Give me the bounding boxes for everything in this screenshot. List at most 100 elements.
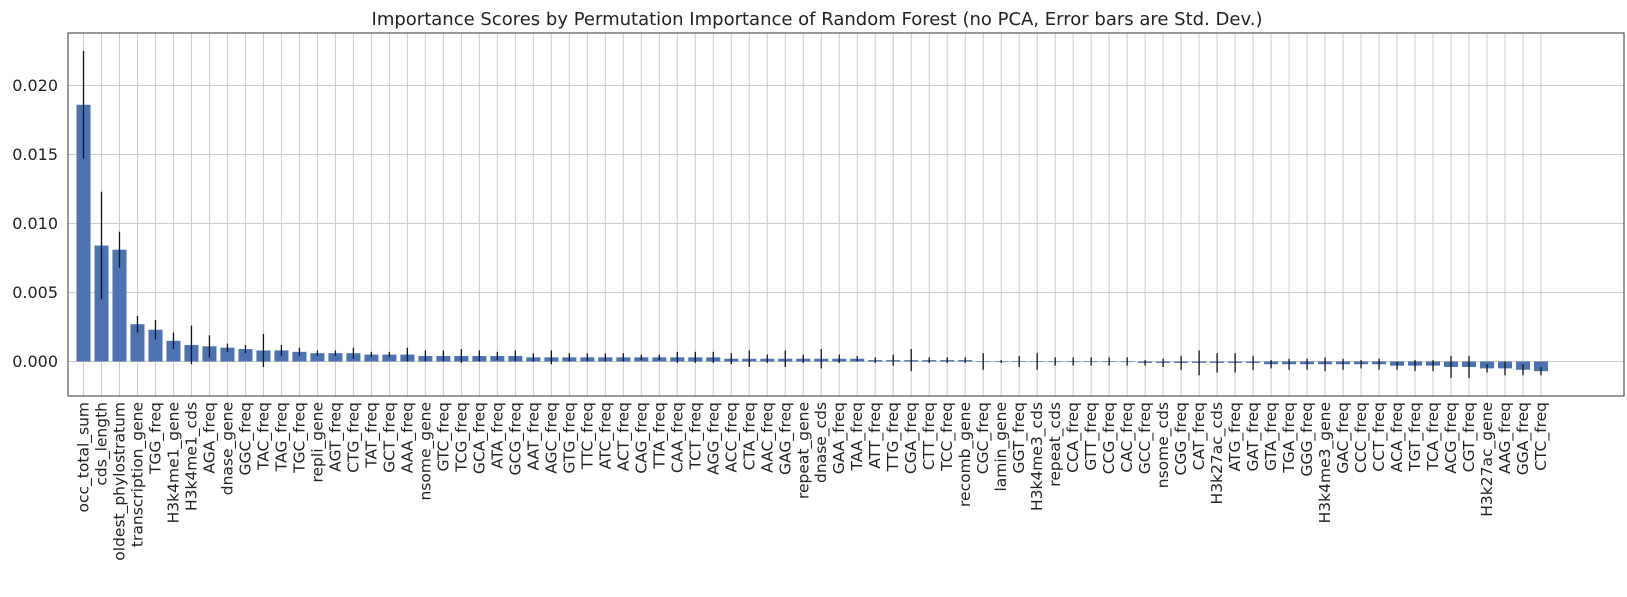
x-tick-label: GGC_freq bbox=[236, 402, 255, 475]
x-tick-label: TGG_freq bbox=[146, 402, 165, 475]
x-tick-label: TTC_freq bbox=[578, 402, 597, 470]
x-tick-label: occ_total_sum bbox=[75, 402, 94, 512]
x-tick-label: TGT_freq bbox=[1406, 402, 1425, 472]
x-tick-label: AGC_freq bbox=[542, 402, 561, 474]
bar-GCT_freq bbox=[382, 354, 397, 362]
x-tick-label: TAG_freq bbox=[272, 402, 291, 472]
x-tick-label: CTG_freq bbox=[344, 402, 363, 473]
x-tick-label: AAT_freq bbox=[524, 402, 543, 471]
bar-transcription_gene bbox=[130, 324, 145, 362]
x-tick-label: ATA_freq bbox=[488, 402, 507, 469]
y-tick-label: 0.005 bbox=[12, 283, 58, 302]
x-tick-label: ATT_freq bbox=[866, 402, 885, 469]
x-tick-label: TTG_freq bbox=[884, 402, 903, 472]
x-tick-label: CGA_freq bbox=[902, 402, 921, 474]
x-tick-label: CGC_freq bbox=[974, 402, 993, 474]
x-tick-label: ATG_freq bbox=[1226, 402, 1245, 472]
x-tick-label: CCA_freq bbox=[1064, 402, 1083, 473]
x-tick-label: CCG_freq bbox=[1100, 402, 1119, 474]
x-tick-label: lamin_gene bbox=[992, 402, 1011, 492]
x-tick-label: oldest_phylostratum bbox=[110, 402, 129, 561]
x-tick-label: nsome_cds bbox=[1154, 402, 1173, 488]
x-tick-label: CAG_freq bbox=[632, 402, 651, 474]
x-tick-label: repeat_cds bbox=[1046, 402, 1065, 487]
bar-dnase_gene bbox=[220, 347, 235, 362]
x-tick-label: CAC_freq bbox=[1118, 402, 1137, 473]
x-tick-label: ACC_freq bbox=[722, 402, 741, 473]
x-tick-label: GAT_freq bbox=[1244, 402, 1263, 472]
x-tick-label: AGT_freq bbox=[326, 402, 345, 472]
x-tick-label: H3k4me3_cds bbox=[1028, 402, 1047, 511]
y-axis-ticks: 0.000 0.005 0.010 0.015 0.020 bbox=[12, 76, 58, 371]
x-tick-label: GCT_freq bbox=[380, 402, 399, 473]
x-tick-label: GTC_freq bbox=[434, 402, 453, 471]
x-tick-label: CGT_freq bbox=[1460, 402, 1479, 472]
x-tick-label: CGG_freq bbox=[1172, 402, 1191, 475]
x-tick-label: AGA_freq bbox=[200, 402, 219, 474]
x-tick-label: CCC_freq bbox=[1352, 402, 1371, 473]
x-tick-label: AGG_freq bbox=[704, 402, 723, 475]
x-tick-label: GCC_freq bbox=[1136, 402, 1155, 474]
x-tick-label: GTA_freq bbox=[1262, 402, 1281, 471]
x-tick-label: AAC_freq bbox=[758, 402, 777, 473]
x-tick-label: dnase_cds bbox=[812, 402, 831, 483]
x-tick-label: GTT_freq bbox=[1082, 402, 1101, 471]
x-tick-label: TGA_freq bbox=[1280, 402, 1299, 474]
bar-GGC_freq bbox=[238, 349, 253, 362]
x-tick-label: dnase_gene bbox=[218, 402, 237, 495]
x-tick-label: TAC_freq bbox=[254, 402, 273, 471]
bar-cds_length bbox=[94, 245, 109, 362]
x-tick-label: H3k4me1_gene bbox=[164, 402, 183, 523]
x-tick-label: repeat_gene bbox=[794, 402, 813, 499]
x-tick-label: repli_gene bbox=[308, 402, 327, 483]
bar-occ_total_sum bbox=[76, 104, 91, 362]
x-tick-label: H3k27ac_cds bbox=[1208, 402, 1227, 504]
x-tick-label: CTC_freq bbox=[1532, 402, 1551, 471]
x-tick-label: CTT_freq bbox=[920, 402, 939, 470]
x-tick-label: GAC_freq bbox=[1334, 402, 1353, 474]
bar-TAT_freq bbox=[364, 354, 379, 362]
x-tick-label: CTA_freq bbox=[740, 402, 759, 470]
x-tick-label: ATC_freq bbox=[596, 402, 615, 469]
x-tick-label: H3k4me1_cds bbox=[182, 402, 201, 511]
x-tick-label: GGT_freq bbox=[1010, 402, 1029, 474]
x-tick-label: AAG_freq bbox=[1496, 402, 1515, 474]
error-bar-layer bbox=[82, 50, 1542, 379]
y-tick-label: 0.000 bbox=[12, 352, 58, 371]
bar-H3k4me1_gene bbox=[166, 340, 181, 362]
x-tick-label: GGA_freq bbox=[1514, 402, 1533, 475]
x-tick-label: TCC_freq bbox=[938, 402, 957, 472]
bar-layer bbox=[76, 104, 1549, 372]
x-tick-label: TCT_freq bbox=[686, 402, 705, 470]
x-tick-label: cds_length bbox=[92, 402, 111, 486]
x-tick-label: AAA_freq bbox=[398, 402, 417, 473]
x-axis-ticks: occ_total_sum cds_length oldest_phylostrat… bbox=[75, 402, 1552, 561]
y-tick-label: 0.010 bbox=[12, 214, 58, 233]
bar-TGG_freq bbox=[148, 329, 163, 362]
y-tick-label: 0.015 bbox=[12, 145, 58, 164]
y-tick-label: 0.020 bbox=[12, 76, 58, 95]
bar-AGT_freq bbox=[328, 353, 343, 362]
x-tick-label: recomb_gene bbox=[956, 402, 975, 507]
x-tick-label: H3k4me3_gene bbox=[1316, 402, 1335, 523]
x-tick-label: ACA_freq bbox=[1388, 402, 1407, 472]
x-tick-label: GAA_freq bbox=[830, 402, 849, 474]
x-tick-label: GTG_freq bbox=[560, 402, 579, 474]
x-tick-label: TCG_freq bbox=[452, 402, 471, 473]
chart-title: Importance Scores by Permutation Importa… bbox=[372, 9, 1263, 30]
x-tick-label: GCA_freq bbox=[470, 402, 489, 474]
x-tick-label: ACG_freq bbox=[1442, 402, 1461, 474]
x-tick-label: CAA_freq bbox=[668, 402, 687, 473]
bar-CTC_freq bbox=[1533, 361, 1549, 372]
grid-layer bbox=[68, 33, 1624, 396]
x-tick-label: TAT_freq bbox=[362, 402, 381, 469]
x-tick-label: TTA_freq bbox=[650, 402, 669, 470]
x-tick-label: GCG_freq bbox=[506, 402, 525, 475]
x-tick-label: H3k27ac_gene bbox=[1478, 402, 1497, 517]
plot-frame bbox=[67, 32, 1625, 397]
x-tick-label: TAA_freq bbox=[848, 402, 867, 472]
x-tick-label: GGG_freq bbox=[1298, 402, 1317, 477]
bar-oldest_phylostratum bbox=[112, 249, 127, 362]
bar-TGC_freq bbox=[292, 351, 307, 362]
